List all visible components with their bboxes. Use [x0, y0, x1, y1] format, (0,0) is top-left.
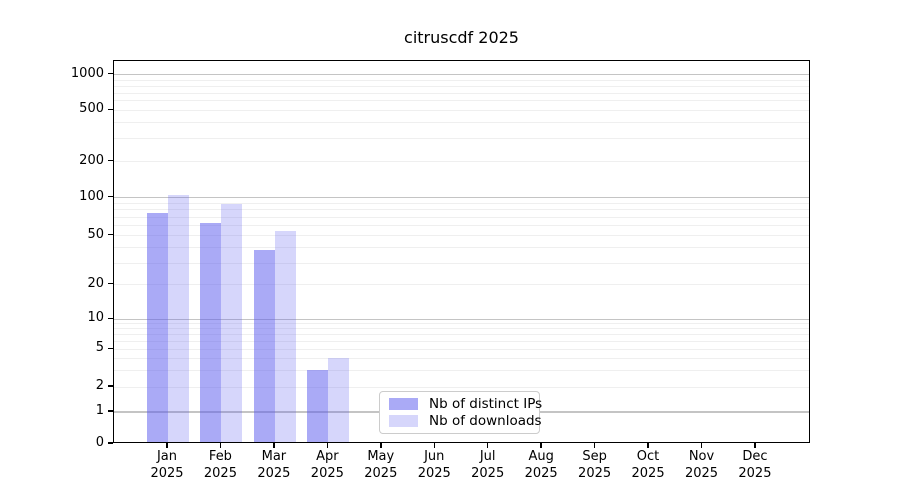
y-axis-tick-label: 50: [87, 226, 104, 242]
y-axis-tick: [108, 195, 113, 198]
bar-downloads: [274, 230, 296, 442]
x-axis-tick-label: Mar 2025: [257, 449, 291, 481]
y-axis-tick: [108, 385, 113, 387]
x-axis-tick: [166, 443, 168, 448]
x-axis-tick-label: Oct 2025: [631, 449, 665, 481]
gridline-major: [114, 196, 809, 199]
bar-downloads: [328, 357, 350, 442]
x-axis-tick: [219, 443, 222, 448]
gridline-major: [114, 73, 809, 76]
x-axis-tick: [593, 443, 596, 448]
gridline-minor: [114, 122, 809, 124]
gridline-minor: [114, 79, 809, 81]
x-axis-tick: [273, 443, 275, 448]
y-axis-tick-label: 1000: [70, 65, 104, 81]
x-axis-tick: [326, 443, 329, 448]
gridline-minor: [114, 284, 809, 286]
x-axis-tick: [540, 443, 542, 448]
y-axis-tick-label: 1: [95, 403, 104, 418]
y-axis-tick-label: 5: [95, 340, 104, 356]
gridline-minor: [114, 235, 809, 237]
y-axis-tick: [108, 347, 113, 350]
gridline-minor: [114, 357, 809, 359]
bar-distinct-ips: [253, 249, 275, 442]
x-axis-tick: [700, 443, 703, 448]
y-axis-tick: [108, 108, 113, 111]
gridline-minor: [114, 386, 809, 388]
x-axis-tick-label: Nov 2025: [684, 449, 719, 481]
gridline-minor: [114, 334, 809, 336]
x-axis-tick-label: Jun 2025: [417, 449, 451, 481]
y-axis-tick-label: 20: [87, 275, 104, 291]
legend-swatch-distinct-ips: [389, 397, 418, 410]
x-axis-tick-label: Feb 2025: [203, 449, 237, 481]
x-axis-tick: [754, 443, 756, 448]
gridline-minor: [114, 247, 809, 249]
x-axis-tick: [647, 443, 649, 448]
gridline-minor: [114, 216, 809, 218]
y-axis-tick-label: 2: [95, 378, 104, 393]
gridline-minor: [114, 328, 809, 330]
gridline-minor: [114, 100, 809, 102]
gridline-minor: [114, 161, 809, 163]
legend-item-distinct-ips: Nb of distinct IPs: [389, 396, 542, 412]
y-axis-tick: [108, 317, 113, 320]
bar-downloads: [221, 204, 243, 442]
x-axis-tick-label: May 2025: [364, 449, 398, 481]
bar-distinct-ips: [200, 222, 222, 442]
plot-area: [113, 60, 810, 443]
gridline-minor: [114, 202, 809, 204]
gridline-minor: [114, 348, 809, 350]
gridline-minor: [114, 225, 809, 227]
y-axis-tick-label: 0: [95, 435, 104, 450]
bar-distinct-ips: [307, 369, 329, 442]
y-axis-tick-label: 200: [79, 152, 104, 168]
x-axis-tick-label: Dec 2025: [738, 449, 772, 481]
legend-item-downloads: Nb of downloads: [389, 413, 542, 429]
legend: Nb of distinct IPs Nb of downloads: [379, 391, 542, 434]
y-axis-tick-label: 500: [79, 101, 104, 117]
x-axis-tick-label: Jan 2025: [150, 449, 184, 481]
x-axis-tick-label: Jul 2025: [471, 449, 505, 481]
x-axis-tick-label: Sep 2025: [578, 449, 612, 481]
x-axis-tick-label: Aug 2025: [524, 449, 558, 481]
gridline-minor: [114, 138, 809, 140]
legend-label-distinct-ips: Nb of distinct IPs: [429, 395, 543, 412]
bar-distinct-ips: [147, 212, 168, 442]
gridline-minor: [114, 323, 809, 325]
y-axis-tick: [108, 442, 113, 444]
chart-title: citruscdf 2025: [404, 28, 519, 47]
y-axis-tick: [108, 410, 113, 412]
y-axis-tick: [108, 282, 113, 285]
x-axis-tick: [486, 443, 489, 448]
x-axis-tick: [380, 443, 382, 448]
y-axis-tick: [108, 233, 113, 236]
gridline-minor: [114, 85, 809, 87]
gridline-major: [114, 318, 809, 321]
x-axis-tick-label: Apr 2025: [310, 449, 344, 481]
y-axis-tick-label: 100: [79, 188, 104, 204]
gridline-minor: [114, 340, 809, 342]
gridline-minor: [114, 262, 809, 264]
x-axis-tick: [433, 443, 435, 448]
gridline-minor: [114, 92, 809, 94]
gridline-minor: [114, 109, 809, 111]
gridline-minor: [114, 369, 809, 371]
legend-label-downloads: Nb of downloads: [429, 413, 542, 430]
gridline-minor: [114, 209, 809, 211]
legend-swatch-downloads: [389, 415, 418, 428]
bar-downloads: [168, 194, 189, 442]
y-axis-tick-label: 10: [87, 310, 104, 326]
y-axis-tick: [108, 159, 113, 162]
y-axis-tick: [108, 72, 113, 75]
